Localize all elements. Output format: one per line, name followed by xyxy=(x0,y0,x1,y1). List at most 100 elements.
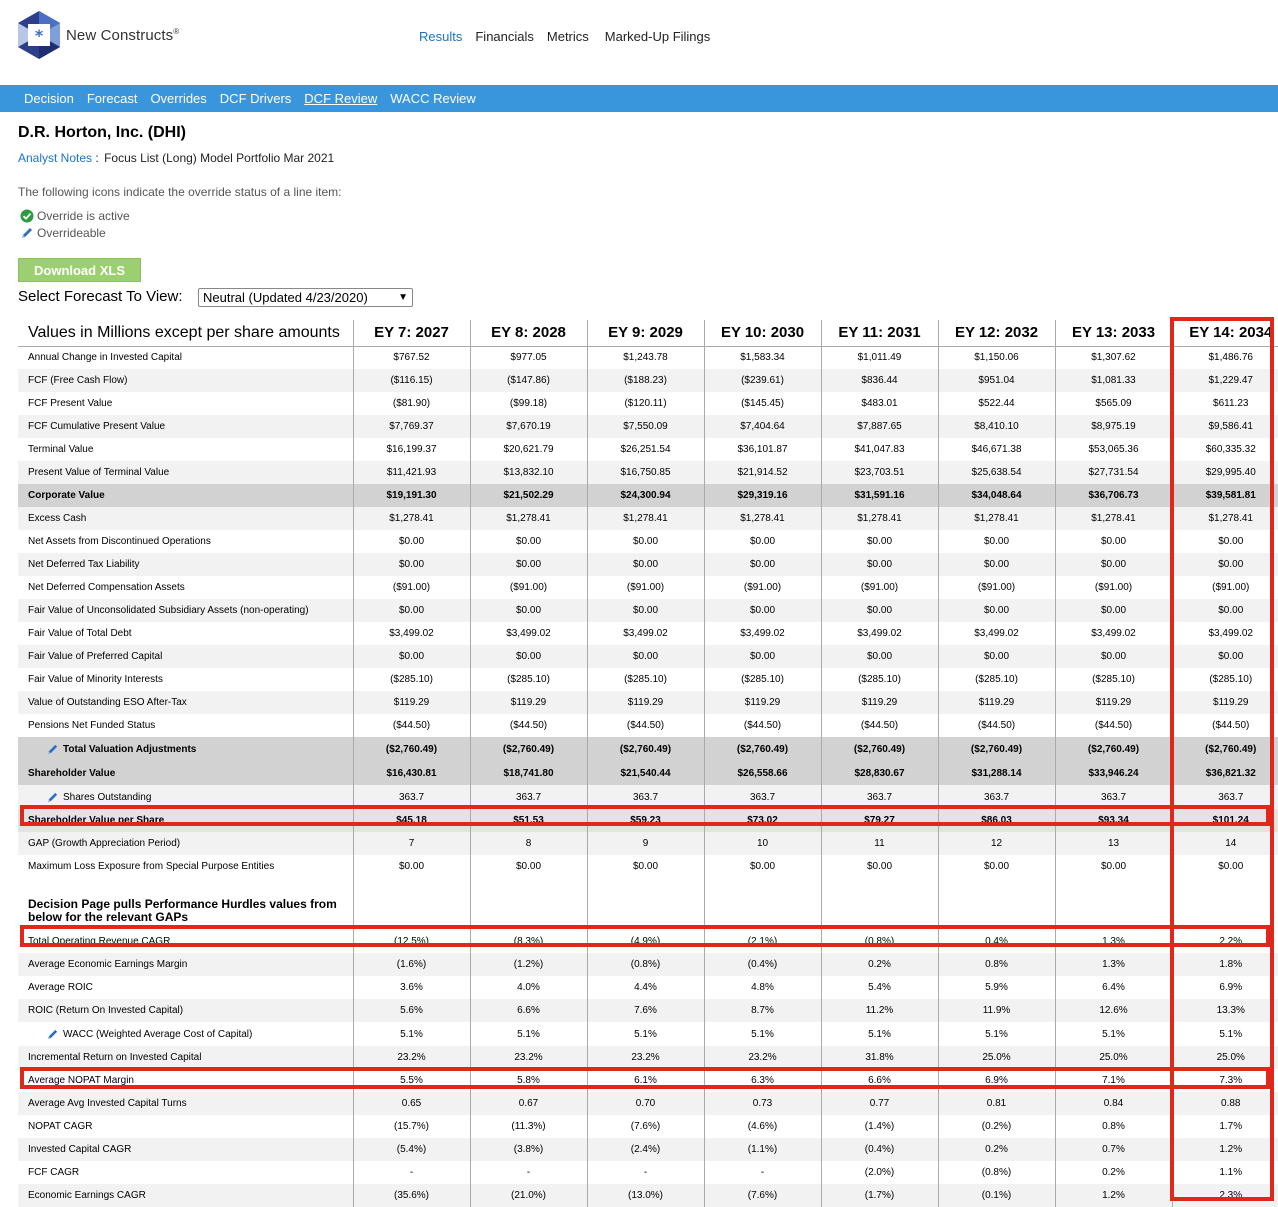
pencil-icon[interactable] xyxy=(46,743,59,756)
table-cell: 5.1% xyxy=(352,1022,470,1046)
table-cell: ($147.86) xyxy=(469,369,587,392)
table-cell: $7,404.64 xyxy=(703,415,821,438)
table-row: FCF CAGR - - - - (2.0%) (0.8%) 0.2% 1.1% xyxy=(18,1161,1278,1184)
table-cell: ($145.45) xyxy=(703,392,821,415)
table-cell: ($239.61) xyxy=(703,369,821,392)
table-cell: 5.5% xyxy=(352,1069,470,1092)
table-cell: 4.8% xyxy=(703,976,821,999)
tab-dcf-drivers[interactable]: DCF Drivers xyxy=(219,91,292,106)
table-cell: ($91.00) xyxy=(1054,576,1172,599)
table-cell: $1,278.41 xyxy=(1171,507,1278,530)
check-circle-icon xyxy=(20,209,34,223)
table-cell: $0.00 xyxy=(586,530,704,553)
table-cell: $79.27 xyxy=(820,809,938,832)
table-cell: 23.2% xyxy=(703,1046,821,1069)
table-cell: (21.0%) xyxy=(469,1184,587,1207)
tab-forecast[interactable]: Forecast xyxy=(86,91,138,106)
analyst-notes-link[interactable]: Analyst Notes xyxy=(18,151,93,165)
nav-results[interactable]: Results xyxy=(419,29,463,44)
row-label: Maximum Loss Exposure from Special Purpo… xyxy=(18,855,354,878)
table-cell: $29,995.40 xyxy=(1171,461,1278,484)
row-label-text: Fair Value of Minority Interests xyxy=(28,674,163,685)
table-cell: (0.4%) xyxy=(703,953,821,976)
table-cell: ($91.00) xyxy=(1171,576,1278,599)
table-cell: 0.2% xyxy=(937,1138,1055,1161)
table-cell: 4.0% xyxy=(469,976,587,999)
table-cell: $0.00 xyxy=(937,645,1055,668)
table-cell: $1,081.33 xyxy=(1054,369,1172,392)
table-cell: $8,410.10 xyxy=(937,415,1055,438)
table-cell: (11.3%) xyxy=(469,1115,587,1138)
table-cell: $0.00 xyxy=(1171,645,1278,668)
row-label: Average ROIC xyxy=(18,976,354,999)
row-label-text: Economic Earnings CAGR xyxy=(28,1190,146,1201)
row-label-text: FCF CAGR xyxy=(28,1167,80,1178)
row-label: Value of Outstanding ESO After-Tax xyxy=(18,691,354,714)
row-label-text: Average NOPAT Margin xyxy=(28,1075,134,1086)
table-cell: (8.3%) xyxy=(469,930,587,953)
table-cell: (0.1%) xyxy=(937,1184,1055,1207)
pencil-icon[interactable] xyxy=(46,1028,59,1041)
table-cell: $16,430.81 xyxy=(352,762,470,785)
pencil-icon[interactable] xyxy=(46,791,59,804)
nav-metrics[interactable]: Metrics xyxy=(546,29,589,44)
section-row: Decision Page pulls Performance Hurdles … xyxy=(18,878,1278,930)
table-cell: 1.2% xyxy=(1171,1138,1278,1161)
table-cell: $16,750.85 xyxy=(586,461,704,484)
nav-financials[interactable]: Financials xyxy=(475,29,534,44)
forecast-select[interactable]: Neutral (Updated 4/23/2020) ▼ xyxy=(198,288,413,307)
row-label-text: Incremental Return on Invested Capital xyxy=(28,1052,202,1063)
table-cell: $34,048.64 xyxy=(937,484,1055,507)
table-cell: $41,047.83 xyxy=(820,438,938,461)
notes-text: Focus List (Long) Model Portfolio Mar 20… xyxy=(104,151,335,165)
table-cell: 2.3% xyxy=(1171,1184,1278,1207)
table-cell: 8.7% xyxy=(703,999,821,1022)
table-row: FCF (Free Cash Flow) ($116.15) ($147.86) ($… xyxy=(18,369,1278,392)
tab-wacc-review[interactable]: WACC Review xyxy=(390,91,476,106)
table-cell: $0.00 xyxy=(937,530,1055,553)
table-cell: 0.73 xyxy=(703,1092,821,1115)
table-cell: $25,638.54 xyxy=(937,461,1055,484)
table-cell: $59.23 xyxy=(586,809,704,832)
row-label: Fair Value of Minority Interests xyxy=(18,668,354,691)
table-cell: $0.00 xyxy=(469,599,587,622)
table-cell: $0.00 xyxy=(469,530,587,553)
table-cell: 5.1% xyxy=(1171,1022,1278,1046)
table-cell: ($91.00) xyxy=(352,576,470,599)
table-cell: ($44.50) xyxy=(703,714,821,737)
tab-overrides[interactable]: Overrides xyxy=(150,91,207,106)
table-cell: 7.3% xyxy=(1171,1069,1278,1092)
table-cell: $36,706.73 xyxy=(1054,484,1172,507)
row-label-text: Excess Cash xyxy=(28,513,87,524)
table-cell: 0.70 xyxy=(586,1092,704,1115)
table-cell: $13,832.10 xyxy=(469,461,587,484)
table-cell: ($44.50) xyxy=(1171,714,1278,737)
row-label-text: Net Deferred Tax Liability xyxy=(28,559,140,570)
table-cell: 23.2% xyxy=(352,1046,470,1069)
table-cell: $31,591.16 xyxy=(820,484,938,507)
table-cell: ($91.00) xyxy=(820,576,938,599)
table-cell: 31.8% xyxy=(820,1046,938,1069)
table-cell: $21,540.44 xyxy=(586,762,704,785)
table-cell: 11.9% xyxy=(937,999,1055,1022)
row-label-text: ROIC (Return On Invested Capital) xyxy=(28,1005,184,1016)
table-cell: 6.9% xyxy=(1171,976,1278,999)
nav-marked-up-filings[interactable]: Marked-Up Filings xyxy=(604,29,711,44)
table-cell: $1,278.41 xyxy=(937,507,1055,530)
table-cell: $21,914.52 xyxy=(703,461,821,484)
table-cell: $45.18 xyxy=(352,809,470,832)
tab-dcf-review[interactable]: DCF Review xyxy=(304,91,378,106)
row-label: GAP (Growth Appreciation Period) xyxy=(18,832,354,855)
table-cell: ($285.10) xyxy=(352,668,470,691)
table-cell: $16,199.37 xyxy=(352,438,470,461)
brand-logo[interactable]: * New Constructs® xyxy=(16,10,179,60)
table-row: Average Avg Invested Capital Turns 0.65 0.… xyxy=(18,1092,1278,1115)
table-cell: $0.00 xyxy=(820,645,938,668)
table-cell: 363.7 xyxy=(703,785,821,809)
table-cell: - xyxy=(469,1161,587,1184)
download-xls-button[interactable]: Download XLS xyxy=(18,258,141,282)
tab-decision[interactable]: Decision xyxy=(24,91,74,106)
table-row: Average ROIC 3.6% 4.0% 4.4% 4.8% 5.4% 5.9% 6.4%… xyxy=(18,976,1278,999)
table-cell: $19,191.30 xyxy=(352,484,470,507)
table-cell: 363.7 xyxy=(1171,785,1278,809)
